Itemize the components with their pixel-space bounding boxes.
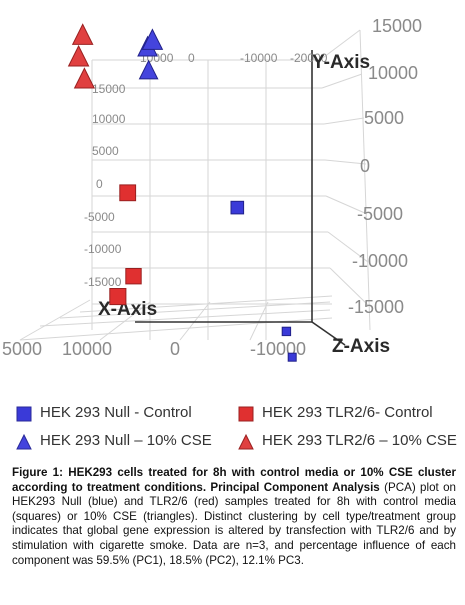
triangle-marker-icon <box>238 434 254 450</box>
square-point-s2-p1 <box>125 268 142 285</box>
axis-lines <box>135 50 346 346</box>
tick-right-0: 0 <box>360 156 370 176</box>
square-marker-icon <box>238 406 254 422</box>
tick-bottom-m10000: -10000 <box>250 339 306 359</box>
tick-bottom-0: 0 <box>170 339 180 359</box>
tick-left-m15000: -15000 <box>84 275 122 289</box>
caption-title: Figure 1: HEK293 cells treated for 8h wi… <box>12 466 456 494</box>
tick-right-10000: 10000 <box>368 63 418 83</box>
tick-right-m5000: -5000 <box>357 204 403 224</box>
pca-3d-plot: 15000 10000 5000 0 -5000 -10000 -15000 1… <box>2 16 422 362</box>
square-point-s2-p2 <box>109 288 127 306</box>
square-point-s2-p0 <box>119 184 137 202</box>
tick-right-5000: 5000 <box>364 108 404 128</box>
triangle-point-s3-p1 <box>67 44 90 67</box>
tick-bottom-10000: 10000 <box>62 339 112 359</box>
tick-bottom-5000: 5000 <box>2 339 42 359</box>
triangle-point-s3-p2 <box>73 67 96 89</box>
square-point-s0-p2 <box>287 352 297 362</box>
square-marker-icon <box>16 406 32 422</box>
tick-right-15000: 15000 <box>372 16 422 36</box>
tick-left-5000: 5000 <box>92 144 119 158</box>
tick-left-10000: 10000 <box>92 112 126 126</box>
tick-top-m20000: -20000 <box>290 51 328 65</box>
tick-left-m5000: -5000 <box>84 210 115 224</box>
figure-caption: Figure 1: HEK293 cells treated for 8h wi… <box>12 466 456 568</box>
right-ticks: 15000 10000 5000 0 -5000 -10000 -15000 <box>348 16 422 317</box>
legend: HEK 293 Null - Control HEK 293 TLR2/6- C… <box>0 398 465 458</box>
tick-right-m10000: -10000 <box>352 251 408 271</box>
top-ticks: 10000 0 -10000 -20000 <box>140 51 328 65</box>
data-points <box>67 23 297 362</box>
legend-label: HEK 293 TLR2/6 – 10% CSE <box>262 432 457 449</box>
legend-label: HEK 293 Null – 10% CSE <box>40 432 212 449</box>
triangle-marker-icon <box>16 434 32 450</box>
square-point-s0-p0 <box>230 200 245 215</box>
tick-top-0: 0 <box>188 51 195 65</box>
bottom-ticks: 5000 10000 0 -10000 <box>2 339 306 359</box>
triangle-point-s1-p2 <box>141 28 164 50</box>
triangle-point-s3-p0 <box>71 23 94 45</box>
tick-left-0: 0 <box>96 177 103 191</box>
legend-label: HEK 293 TLR2/6- Control <box>262 404 433 421</box>
tick-top-m10000: -10000 <box>240 51 278 65</box>
y-axis-title: Y-Axis <box>312 52 370 73</box>
left-ticks: 15000 10000 5000 0 -5000 -10000 -15000 <box>84 82 126 289</box>
tick-left-15000: 15000 <box>92 82 126 96</box>
tick-right-m15000: -15000 <box>348 297 404 317</box>
x-axis-title: X-Axis <box>98 299 157 320</box>
square-point-s0-p1 <box>281 326 292 337</box>
z-axis-title: Z-Axis <box>332 336 390 357</box>
tick-left-m10000: -10000 <box>84 242 122 256</box>
caption-body: (PCA) plot on HEK293 Null (blue) and TLR… <box>12 480 456 567</box>
back-wall-grid <box>19 29 371 341</box>
triangle-point-s1-p0 <box>138 59 159 80</box>
legend-label: HEK 293 Null - Control <box>40 404 192 421</box>
